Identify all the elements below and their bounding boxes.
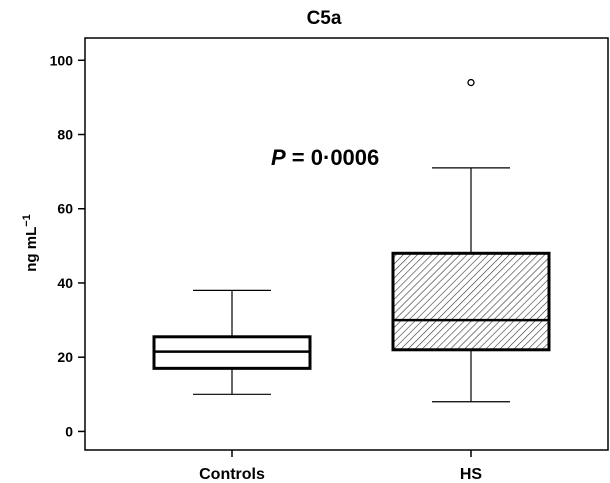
p-value-symbol: P: [271, 145, 286, 170]
outlier-point: [467, 78, 475, 87]
p-value-annotation: P = 0·0006: [271, 145, 379, 170]
y-axis: 0 20 40 60 80 100: [50, 52, 85, 439]
y-axis-title-text: ng mL: [23, 227, 40, 272]
y-tick-label: 0: [65, 423, 73, 439]
box-plots: [152, 78, 551, 403]
p-value-text: = 0·0006: [286, 145, 380, 170]
y-tick-label: 100: [50, 52, 74, 68]
y-tick-label: 80: [57, 127, 73, 143]
y-axis-title: ng mL−1: [21, 214, 40, 272]
y-tick-label: 60: [57, 201, 73, 217]
box-controls: [152, 289, 312, 395]
box-iqr: [391, 251, 551, 352]
chart-title: C5a: [307, 8, 342, 29]
y-tick-label: 20: [57, 349, 73, 365]
y-axis-title-superscript: −1: [21, 214, 33, 227]
box-hs: [391, 78, 551, 403]
plot-area-frame: [84, 37, 609, 451]
x-tick-label: HS: [460, 466, 483, 483]
x-axis: Controls HS: [199, 450, 482, 483]
x-tick-label: Controls: [199, 466, 265, 483]
y-tick-label: 40: [57, 275, 73, 291]
